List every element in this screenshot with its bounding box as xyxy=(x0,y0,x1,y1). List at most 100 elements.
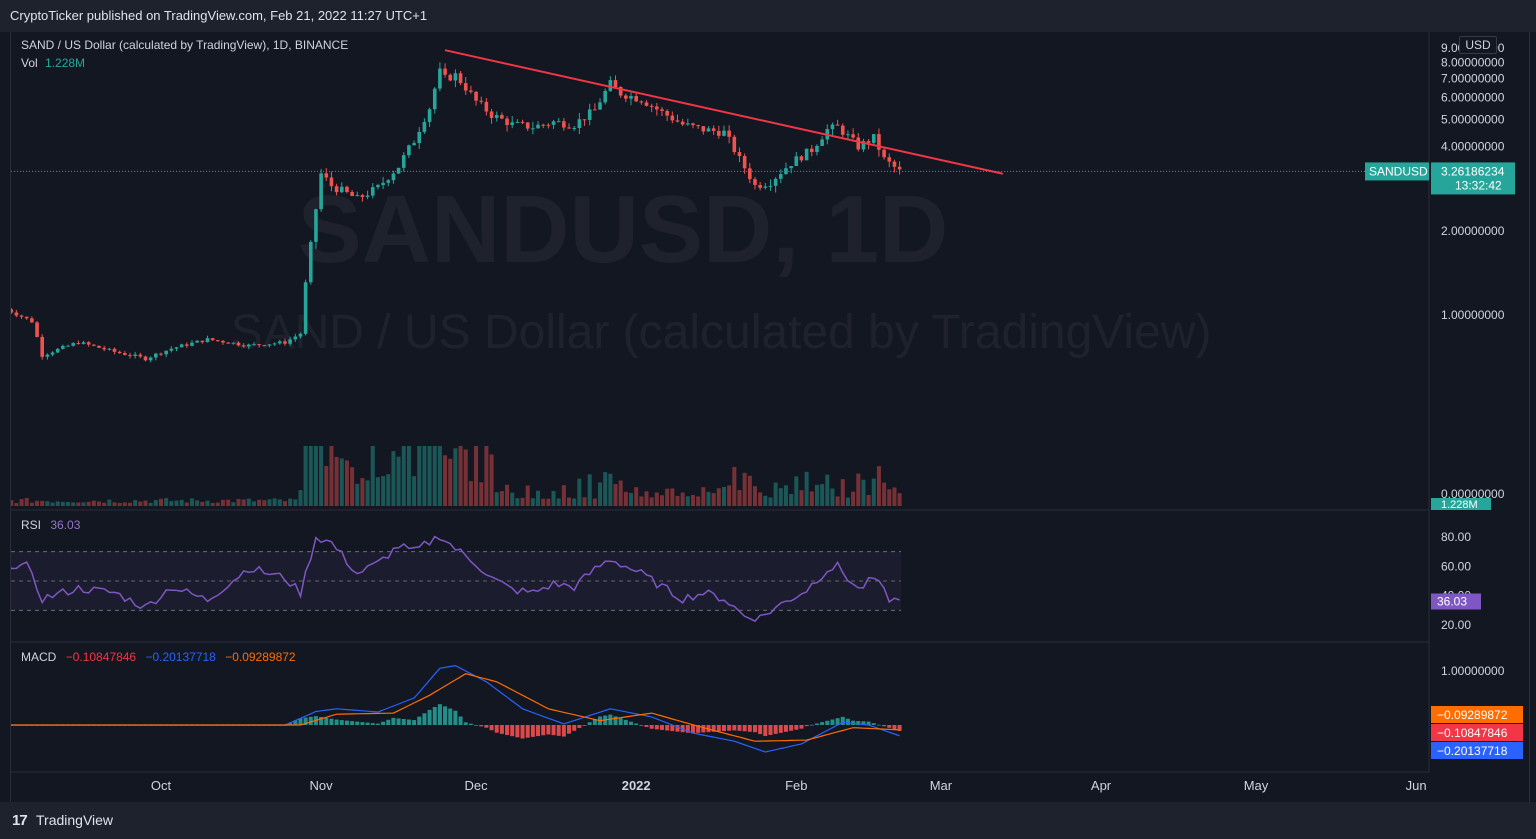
volume-bar xyxy=(251,501,256,506)
volume-bar xyxy=(107,499,112,506)
candle-body xyxy=(809,148,814,153)
price-tick-label: 0.00000000 xyxy=(1441,487,1505,501)
macd-histogram-bar xyxy=(882,725,887,727)
volume-bar xyxy=(835,496,840,506)
candle-body xyxy=(593,109,597,111)
candle-body xyxy=(680,121,685,125)
macd-histogram-bar xyxy=(334,719,339,725)
time-tick-label: Mar xyxy=(930,778,953,793)
volume-bar xyxy=(629,492,634,506)
candle-body xyxy=(123,353,127,355)
chart-frame[interactable]: SANDUSD, 1D SAND / US Dollar (calculated … xyxy=(10,32,1530,802)
candle-body xyxy=(210,338,215,341)
volume-bar xyxy=(71,502,76,506)
candle-body xyxy=(649,105,654,107)
volume-bar xyxy=(582,497,587,506)
candle-body xyxy=(851,134,855,138)
currency-button[interactable]: USD xyxy=(1459,36,1497,54)
volume-bar xyxy=(365,480,370,506)
candle-body xyxy=(804,148,809,161)
macd-histogram-bar xyxy=(675,725,680,732)
volume-bar xyxy=(758,492,763,506)
macd-histogram-bar xyxy=(381,721,386,725)
volume-bar xyxy=(742,472,747,506)
volume-bar xyxy=(474,446,479,506)
macd-histogram-bar xyxy=(670,725,675,732)
candle-body xyxy=(618,86,623,96)
volume-bar xyxy=(763,495,768,506)
candle-body xyxy=(660,109,664,111)
candle-body xyxy=(288,339,292,344)
volume-bar xyxy=(856,473,861,506)
macd-legend: MACD −0.10847846 −0.20137718 −0.09289872 xyxy=(21,650,296,664)
candle-body xyxy=(216,340,220,342)
chart-canvas[interactable]: SANDUSD, 1D SAND / US Dollar (calculated … xyxy=(11,32,1531,802)
volume-bar xyxy=(117,502,122,506)
candle-body xyxy=(489,111,494,118)
volume-bar xyxy=(45,501,50,506)
candle-body xyxy=(81,342,86,344)
volume-bar xyxy=(546,498,551,506)
macd-histogram-bar xyxy=(510,725,515,737)
candle-body xyxy=(572,128,576,130)
candle-body xyxy=(773,178,778,186)
candle-body xyxy=(443,68,447,75)
tradingview-logo-icon[interactable]: 17 xyxy=(12,812,28,829)
candle-body xyxy=(546,124,551,126)
volume-bar xyxy=(159,498,163,506)
macd-histogram-bar xyxy=(546,725,551,735)
macd-histogram-bar xyxy=(587,722,592,725)
candle-body xyxy=(185,344,189,346)
candle-body xyxy=(407,145,411,156)
macd-histogram-bar xyxy=(897,725,902,731)
candle-body xyxy=(525,122,530,129)
macd-histogram-bar xyxy=(737,725,742,731)
volume-badge-label: 1.228M xyxy=(1441,499,1478,511)
candle-body xyxy=(515,122,520,124)
price-tick-label: 4.00000000 xyxy=(1441,140,1505,154)
candle-body xyxy=(71,343,75,346)
time-tick-label: Jun xyxy=(1406,778,1427,793)
volume-badge-bg xyxy=(1431,498,1491,510)
volume-bar xyxy=(55,501,60,506)
macd-histogram-bar xyxy=(876,724,881,726)
volume-bar xyxy=(293,499,298,506)
macd-histogram-bar xyxy=(690,725,695,734)
volume-bar xyxy=(319,446,324,506)
candle-body xyxy=(598,102,602,110)
candle-body xyxy=(133,354,137,356)
volume-bar xyxy=(40,500,45,506)
volume-bar xyxy=(282,501,287,506)
candle-body xyxy=(427,109,432,122)
macd-histogram-bar xyxy=(494,725,499,733)
candle-body xyxy=(350,192,354,196)
candle-body xyxy=(665,110,669,116)
volume-bar xyxy=(799,490,804,506)
macd-label: MACD xyxy=(21,650,57,664)
volume-bar xyxy=(737,490,742,506)
volume-bar xyxy=(861,479,866,506)
volume-bar xyxy=(91,500,96,506)
volume-bar xyxy=(427,446,432,506)
volume-bar xyxy=(370,446,375,506)
candle-body xyxy=(401,155,406,168)
watermark-description: SAND / US Dollar (calculated by TradingV… xyxy=(231,306,1212,359)
last-price-label: 3.26186234 xyxy=(1441,164,1505,178)
candle-body xyxy=(128,354,132,356)
candle-body xyxy=(794,156,799,167)
volume-bar xyxy=(360,478,365,506)
macd-histogram-bar xyxy=(747,725,752,732)
volume-bar xyxy=(592,498,597,506)
macd-histogram-bar xyxy=(489,725,494,731)
price-tick-label: 8.00000000 xyxy=(1441,55,1505,69)
volume-bar xyxy=(401,446,406,506)
volume-bar xyxy=(329,446,334,506)
macd-badge-label: −0.10847846 xyxy=(1437,726,1508,740)
candle-body xyxy=(190,342,194,346)
macd-histogram-bar xyxy=(370,723,375,725)
footer-brand[interactable]: TradingView xyxy=(36,812,114,828)
macd-histogram-bar xyxy=(820,722,825,725)
time-tick-label: 2022 xyxy=(622,778,651,793)
macd-histogram-bar xyxy=(727,725,732,731)
candle-body xyxy=(164,350,168,355)
